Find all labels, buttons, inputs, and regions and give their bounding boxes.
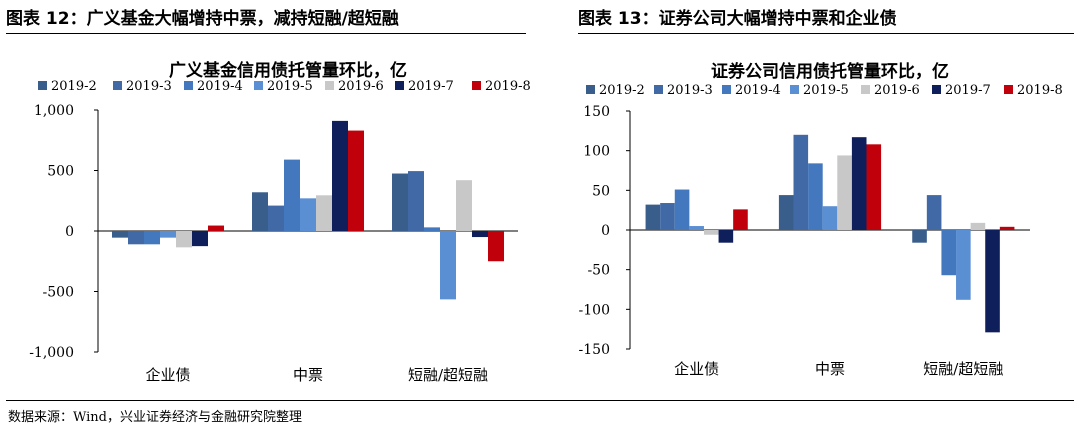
right-category-label: 中票 xyxy=(815,360,845,378)
left-bar-2019-8-短融/超短融 xyxy=(488,231,504,262)
right-bar-2019-6-中票 xyxy=(837,155,852,230)
left-legend-swatch-2019-8 xyxy=(472,81,481,90)
right-bar-2019-2-中票 xyxy=(778,195,794,230)
right-legend-label-2019-6: 2019-6 xyxy=(874,83,920,98)
right-bar-2019-4-中票 xyxy=(808,163,823,230)
left-bar-2019-7-短融/超短融 xyxy=(472,231,488,238)
left-legend-label-2019-6: 2019-6 xyxy=(338,79,384,94)
left-bar-2019-2-中票 xyxy=(252,192,268,231)
left-bar-2019-4-企业债 xyxy=(144,231,160,245)
right-y-tick-label: 0 xyxy=(601,223,610,239)
left-legend-label-2019-5: 2019-5 xyxy=(267,79,313,94)
right-y-tick-label: -100 xyxy=(579,302,610,318)
right-y-tick-label: 50 xyxy=(592,183,610,199)
right-panel-title: 图表 13：证券公司大幅增持中票和企业债 xyxy=(578,9,897,29)
right-bar-2019-5-中票 xyxy=(822,206,838,230)
right-y-tick-label: -150 xyxy=(579,342,610,358)
right-category-label: 企业债 xyxy=(674,360,719,378)
left-chart-title: 广义基金信用债托管量环比，亿 xyxy=(169,60,407,81)
left-bar-2019-6-企业债 xyxy=(176,231,192,248)
left-bar-2019-4-短融/超短融 xyxy=(424,227,440,231)
left-bar-2019-3-中票 xyxy=(268,205,284,231)
right-bar-2019-4-短融/超短融 xyxy=(941,230,957,276)
right-legend-swatch-2019-3 xyxy=(654,85,663,94)
left-bar-2019-7-中票 xyxy=(332,120,348,231)
left-legend-label-2019-7: 2019-7 xyxy=(408,79,454,94)
right-bar-2019-7-企业债 xyxy=(718,230,734,243)
left-legend-label-2019-4: 2019-4 xyxy=(197,79,243,94)
left-bar-2019-5-中票 xyxy=(300,198,316,231)
left-bar-2019-3-短融/超短融 xyxy=(408,171,424,231)
left-panel-title: 图表 12：广义基金大幅增持中票，减持短融/超短融 xyxy=(6,9,399,29)
left-category-label: 短融/超短融 xyxy=(408,366,488,384)
right-legend-swatch-2019-4 xyxy=(722,85,731,94)
right-legend-label-2019-3: 2019-3 xyxy=(667,83,713,98)
left-category-label: 企业债 xyxy=(145,366,190,384)
right-bar-2019-3-企业债 xyxy=(660,203,675,230)
left-bar-2019-2-企业债 xyxy=(112,231,128,238)
right-bar-2019-7-中票 xyxy=(851,137,867,230)
left-category-label: 中票 xyxy=(293,366,323,384)
right-legend-label-2019-4: 2019-4 xyxy=(735,83,781,98)
left-legend-label-2019-8: 2019-8 xyxy=(485,79,531,94)
left-legend-swatch-2019-3 xyxy=(113,81,122,90)
left-bar-2019-5-短融/超短融 xyxy=(440,231,456,300)
left-bar-2019-3-企业债 xyxy=(128,231,144,245)
left-legend-swatch-2019-7 xyxy=(395,81,404,90)
right-bar-2019-8-短融/超短融 xyxy=(999,226,1015,230)
right-bar-2019-5-短融/超短融 xyxy=(956,230,971,300)
left-legend-label-2019-2: 2019-2 xyxy=(51,79,97,94)
charts-canvas: 广义基金信用债托管量环比，亿 2019-2 2019-3 2019-4 2019-5 20… xyxy=(29,60,1063,384)
source-note: 数据来源：Wind，兴业证券经济与金融研究院整理 xyxy=(8,410,302,425)
right-y-tick-label: -50 xyxy=(587,263,610,279)
right-chart-title: 证券公司信用债托管量环比，亿 xyxy=(711,61,949,82)
right-legend-swatch-2019-7 xyxy=(932,85,941,94)
left-title-rule xyxy=(6,33,526,34)
right-legend-label-2019-7: 2019-7 xyxy=(945,83,991,98)
right-y-tick-label: 100 xyxy=(583,144,610,160)
left-bar-2019-7-企业债 xyxy=(192,231,208,247)
right-bar-2019-2-短融/超短融 xyxy=(912,230,927,243)
right-title-rule xyxy=(578,33,1074,34)
right-legend-swatch-2019-8 xyxy=(1004,85,1013,94)
left-bar-2019-2-短融/超短融 xyxy=(392,173,408,231)
right-bar-2019-7-短融/超短融 xyxy=(985,230,1000,333)
left-legend-swatch-2019-4 xyxy=(184,81,193,90)
right-category-label: 短融/超短融 xyxy=(923,360,1003,378)
left-legend-swatch-2019-2 xyxy=(38,81,47,90)
left-y-tick-label: 500 xyxy=(47,164,74,180)
right-bar-2019-4-企业债 xyxy=(674,189,690,230)
left-y-tick-label: -1,000 xyxy=(29,345,74,361)
left-legend-swatch-2019-5 xyxy=(254,81,263,90)
right-legend-swatch-2019-6 xyxy=(861,85,870,94)
right-legend-label-2019-8: 2019-8 xyxy=(1017,83,1063,98)
right-bar-2019-3-短融/超短融 xyxy=(926,195,942,230)
left-bar-2019-5-企业债 xyxy=(160,231,176,238)
right-y-tick-label: 150 xyxy=(583,104,610,120)
left-bar-2019-4-中票 xyxy=(284,159,300,231)
right-bar-2019-2-企业债 xyxy=(645,204,661,230)
left-legend-label-2019-3: 2019-3 xyxy=(126,79,172,94)
right-bar-2019-6-企业债 xyxy=(703,230,719,235)
left-bar-2019-8-中票 xyxy=(348,130,364,231)
right-legend-label-2019-5: 2019-5 xyxy=(803,83,849,98)
right-bar-2019-3-中票 xyxy=(793,134,809,230)
left-bar-2019-6-中票 xyxy=(316,195,332,231)
right-bar-2019-5-企业债 xyxy=(689,226,704,230)
right-bar-2019-8-企业债 xyxy=(733,209,748,230)
left-y-tick-label: 1,000 xyxy=(34,103,74,119)
left-y-tick-label: 0 xyxy=(65,224,74,240)
right-bar-2019-6-短融/超短融 xyxy=(970,222,986,230)
right-legend-label-2019-2: 2019-2 xyxy=(599,83,645,98)
right-legend-swatch-2019-5 xyxy=(790,85,799,94)
left-bar-2019-6-短融/超短融 xyxy=(456,180,472,231)
right-legend-swatch-2019-2 xyxy=(586,85,595,94)
left-bar-2019-8-企业债 xyxy=(208,225,224,231)
left-y-tick-label: -500 xyxy=(43,285,74,301)
footer-rule xyxy=(6,400,1074,401)
left-legend-swatch-2019-6 xyxy=(325,81,334,90)
right-bar-2019-8-中票 xyxy=(866,144,882,230)
